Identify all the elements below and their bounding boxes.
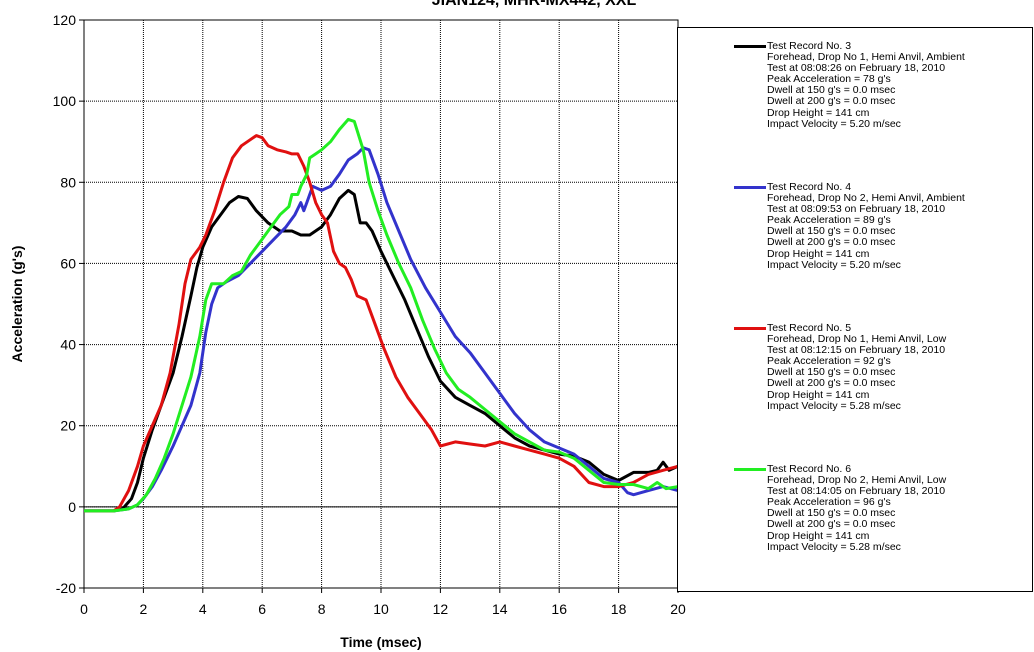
legend-detail-line: Forehead, Drop No 1, Hemi Anvil, Ambient — [767, 51, 965, 63]
legend-detail-line: Forehead, Drop No 2, Hemi Anvil, Ambient — [767, 192, 965, 204]
grid — [83, 19, 679, 589]
x-tick-label: 18 — [611, 601, 627, 617]
legend-detail-line: Test at 08:14:05 on February 18, 2010 — [767, 485, 946, 498]
x-tick-label: 0 — [80, 601, 88, 617]
legend-swatch — [734, 327, 766, 330]
legend-detail-line: Dwell at 150 g's = 0.0 msec — [767, 366, 896, 379]
legend-detail-line: Peak Acceleration = 78 g's — [767, 73, 891, 86]
x-tick-label: 16 — [551, 601, 567, 617]
legend-series-name: Test Record No. 5 — [767, 322, 852, 334]
series-line-4 — [84, 117, 679, 513]
legend-detail-line: Dwell at 150 g's = 0.0 msec — [767, 507, 896, 520]
legend-detail-line: Dwell at 200 g's = 0.0 msec — [767, 236, 896, 249]
x-tick-label: 20 — [670, 601, 686, 617]
legend-detail-line: Dwell at 200 g's = 0.0 msec — [767, 377, 896, 390]
legend-detail-line: Dwell at 200 g's = 0.0 msec — [767, 95, 896, 108]
legend-detail-line: Peak Acceleration = 96 g's — [767, 496, 891, 509]
series-layer — [84, 117, 679, 513]
legend-swatch — [734, 468, 766, 471]
y-tick-label: 40 — [60, 337, 76, 353]
x-axis: 0 2 4 6 8 10 12 14 16 18 20 — [80, 588, 686, 617]
series-line-3 — [84, 134, 679, 513]
legend-detail-line: Test at 08:08:26 on February 18, 2010 — [767, 62, 946, 75]
legend-detail-line: Peak Acceleration = 92 g's — [767, 355, 891, 368]
y-tick-label: 80 — [60, 174, 76, 190]
legend-detail-line: Drop Height = 141 cm — [767, 106, 870, 119]
legend-detail-line: Drop Height = 141 cm — [767, 388, 870, 401]
legend-swatch — [734, 186, 766, 189]
legend-detail-line: Impact Velocity = 5.20 m/sec — [767, 258, 901, 271]
x-tick-label: 8 — [318, 601, 326, 617]
y-tick-label: -20 — [56, 580, 76, 596]
chart-title: JIAN124, MHR-MX442, XXL — [432, 0, 637, 9]
legend-detail-line: Dwell at 150 g's = 0.0 msec — [767, 84, 896, 97]
legend-swatch — [734, 45, 766, 48]
legend-detail-line: Forehead, Drop No 1, Hemi Anvil, Low — [767, 333, 947, 345]
y-axis: -20 0 20 40 60 80 100 120 — [53, 12, 84, 596]
x-tick-label: 10 — [373, 601, 389, 617]
legend-detail-line: Test at 08:09:53 on February 18, 2010 — [767, 203, 946, 216]
legend: Test Record No. 3 Forehead, Drop No 1, He… — [677, 27, 1033, 592]
legend-series-name: Test Record No. 4 — [767, 181, 852, 193]
legend-series-name: Test Record No. 6 — [767, 463, 852, 475]
legend-detail-line: Peak Acceleration = 89 g's — [767, 214, 891, 227]
legend-series-name: Test Record No. 3 — [767, 40, 852, 52]
legend-detail-line: Dwell at 150 g's = 0.0 msec — [767, 225, 896, 238]
x-tick-label: 2 — [140, 601, 148, 617]
legend-detail-line: Impact Velocity = 5.20 m/sec — [767, 117, 901, 130]
y-tick-label: 20 — [60, 418, 76, 434]
legend-detail-line: Impact Velocity = 5.28 m/sec — [767, 399, 901, 412]
y-tick-label: 120 — [53, 12, 77, 28]
y-tick-label: 60 — [60, 255, 76, 271]
x-tick-label: 6 — [258, 601, 266, 617]
y-tick-label: 0 — [68, 499, 76, 515]
legend-detail-line: Drop Height = 141 cm — [767, 529, 870, 542]
y-axis-title: Acceleration (g's) — [9, 246, 25, 363]
legend-detail-line: Drop Height = 141 cm — [767, 247, 870, 260]
x-axis-title: Time (msec) — [340, 634, 421, 650]
x-tick-label: 12 — [433, 601, 449, 617]
x-tick-label: 14 — [492, 601, 508, 617]
x-tick-label: 4 — [199, 601, 207, 617]
series-line-2 — [84, 146, 679, 513]
legend-detail-line: Test at 08:12:15 on February 18, 2010 — [767, 344, 946, 357]
legend-detail-line: Dwell at 200 g's = 0.0 msec — [767, 518, 896, 531]
y-tick-label: 100 — [53, 93, 77, 109]
legend-detail-line: Impact Velocity = 5.28 m/sec — [767, 540, 901, 553]
legend-detail-line: Forehead, Drop No 2, Hemi Anvil, Low — [767, 474, 947, 486]
